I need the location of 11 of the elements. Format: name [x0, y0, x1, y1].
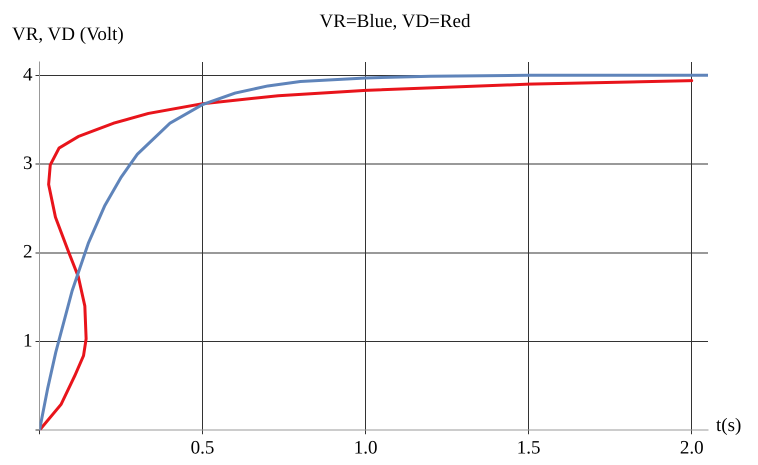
chart-title: VR=Blue, VD=Red [320, 11, 471, 32]
x-tick-label: 2.0 [680, 438, 704, 459]
y-tick-label: 2 [23, 242, 32, 263]
y-tick-label: 1 [23, 330, 32, 352]
y-tick-label: 4 [23, 64, 33, 86]
y-tick-label: 3 [23, 153, 32, 174]
x-tick-label: 0.5 [190, 438, 214, 459]
y-axis-title: VR, VD (Volt) [12, 24, 124, 45]
x-tick-label: 1.0 [354, 438, 378, 459]
x-tick-label: 1.5 [516, 438, 541, 459]
x-axis-title: t(s) [716, 415, 742, 436]
